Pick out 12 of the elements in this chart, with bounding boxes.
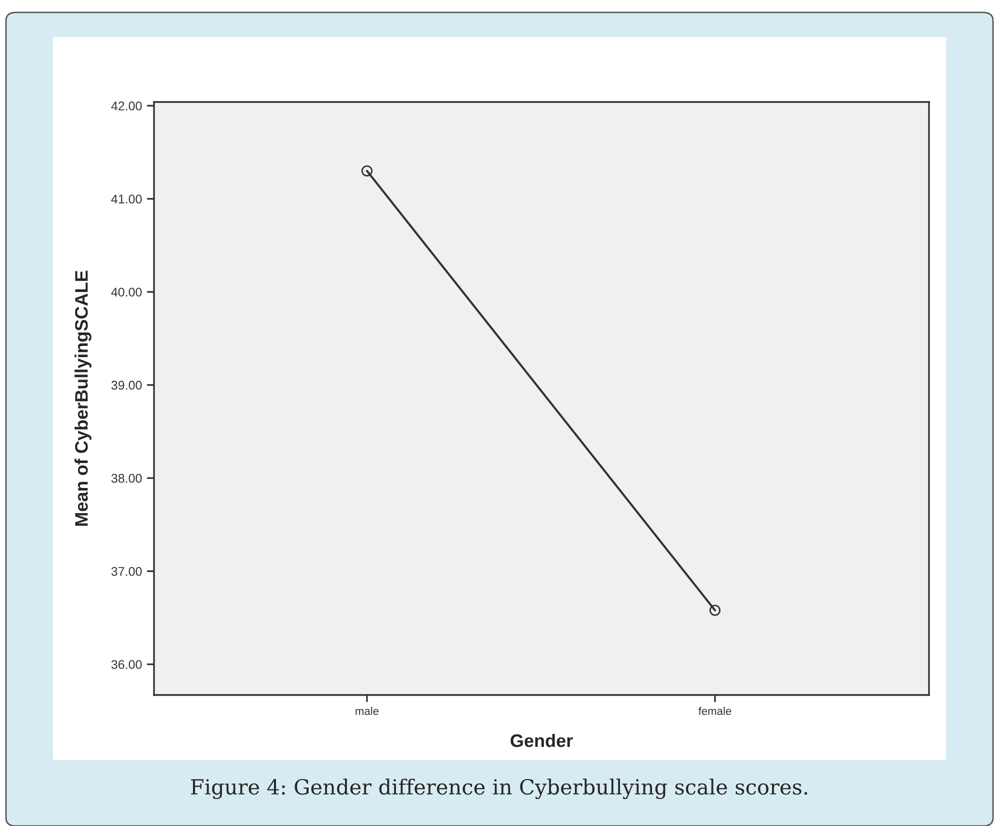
y-axis-title: Mean of CyberBullyingSCALE xyxy=(74,270,92,526)
y-tick-label: 37.00 xyxy=(111,566,142,576)
y-tick-label: 41.00 xyxy=(111,194,142,204)
y-tick-label: 42.00 xyxy=(111,102,142,110)
x-tick-label: female xyxy=(698,706,732,715)
caption: Figure 4: Gender difference in Cyberbullying scale scores. xyxy=(191,778,808,800)
y-tick-label: 38.00 xyxy=(111,474,142,483)
x-tick-label: male xyxy=(356,706,379,715)
x-axis-title: Gender xyxy=(510,734,573,748)
y-tick-label: 39.00 xyxy=(111,380,142,390)
y-tick-label: 40.00 xyxy=(111,288,142,297)
y-tick-label: 36.00 xyxy=(111,660,142,669)
